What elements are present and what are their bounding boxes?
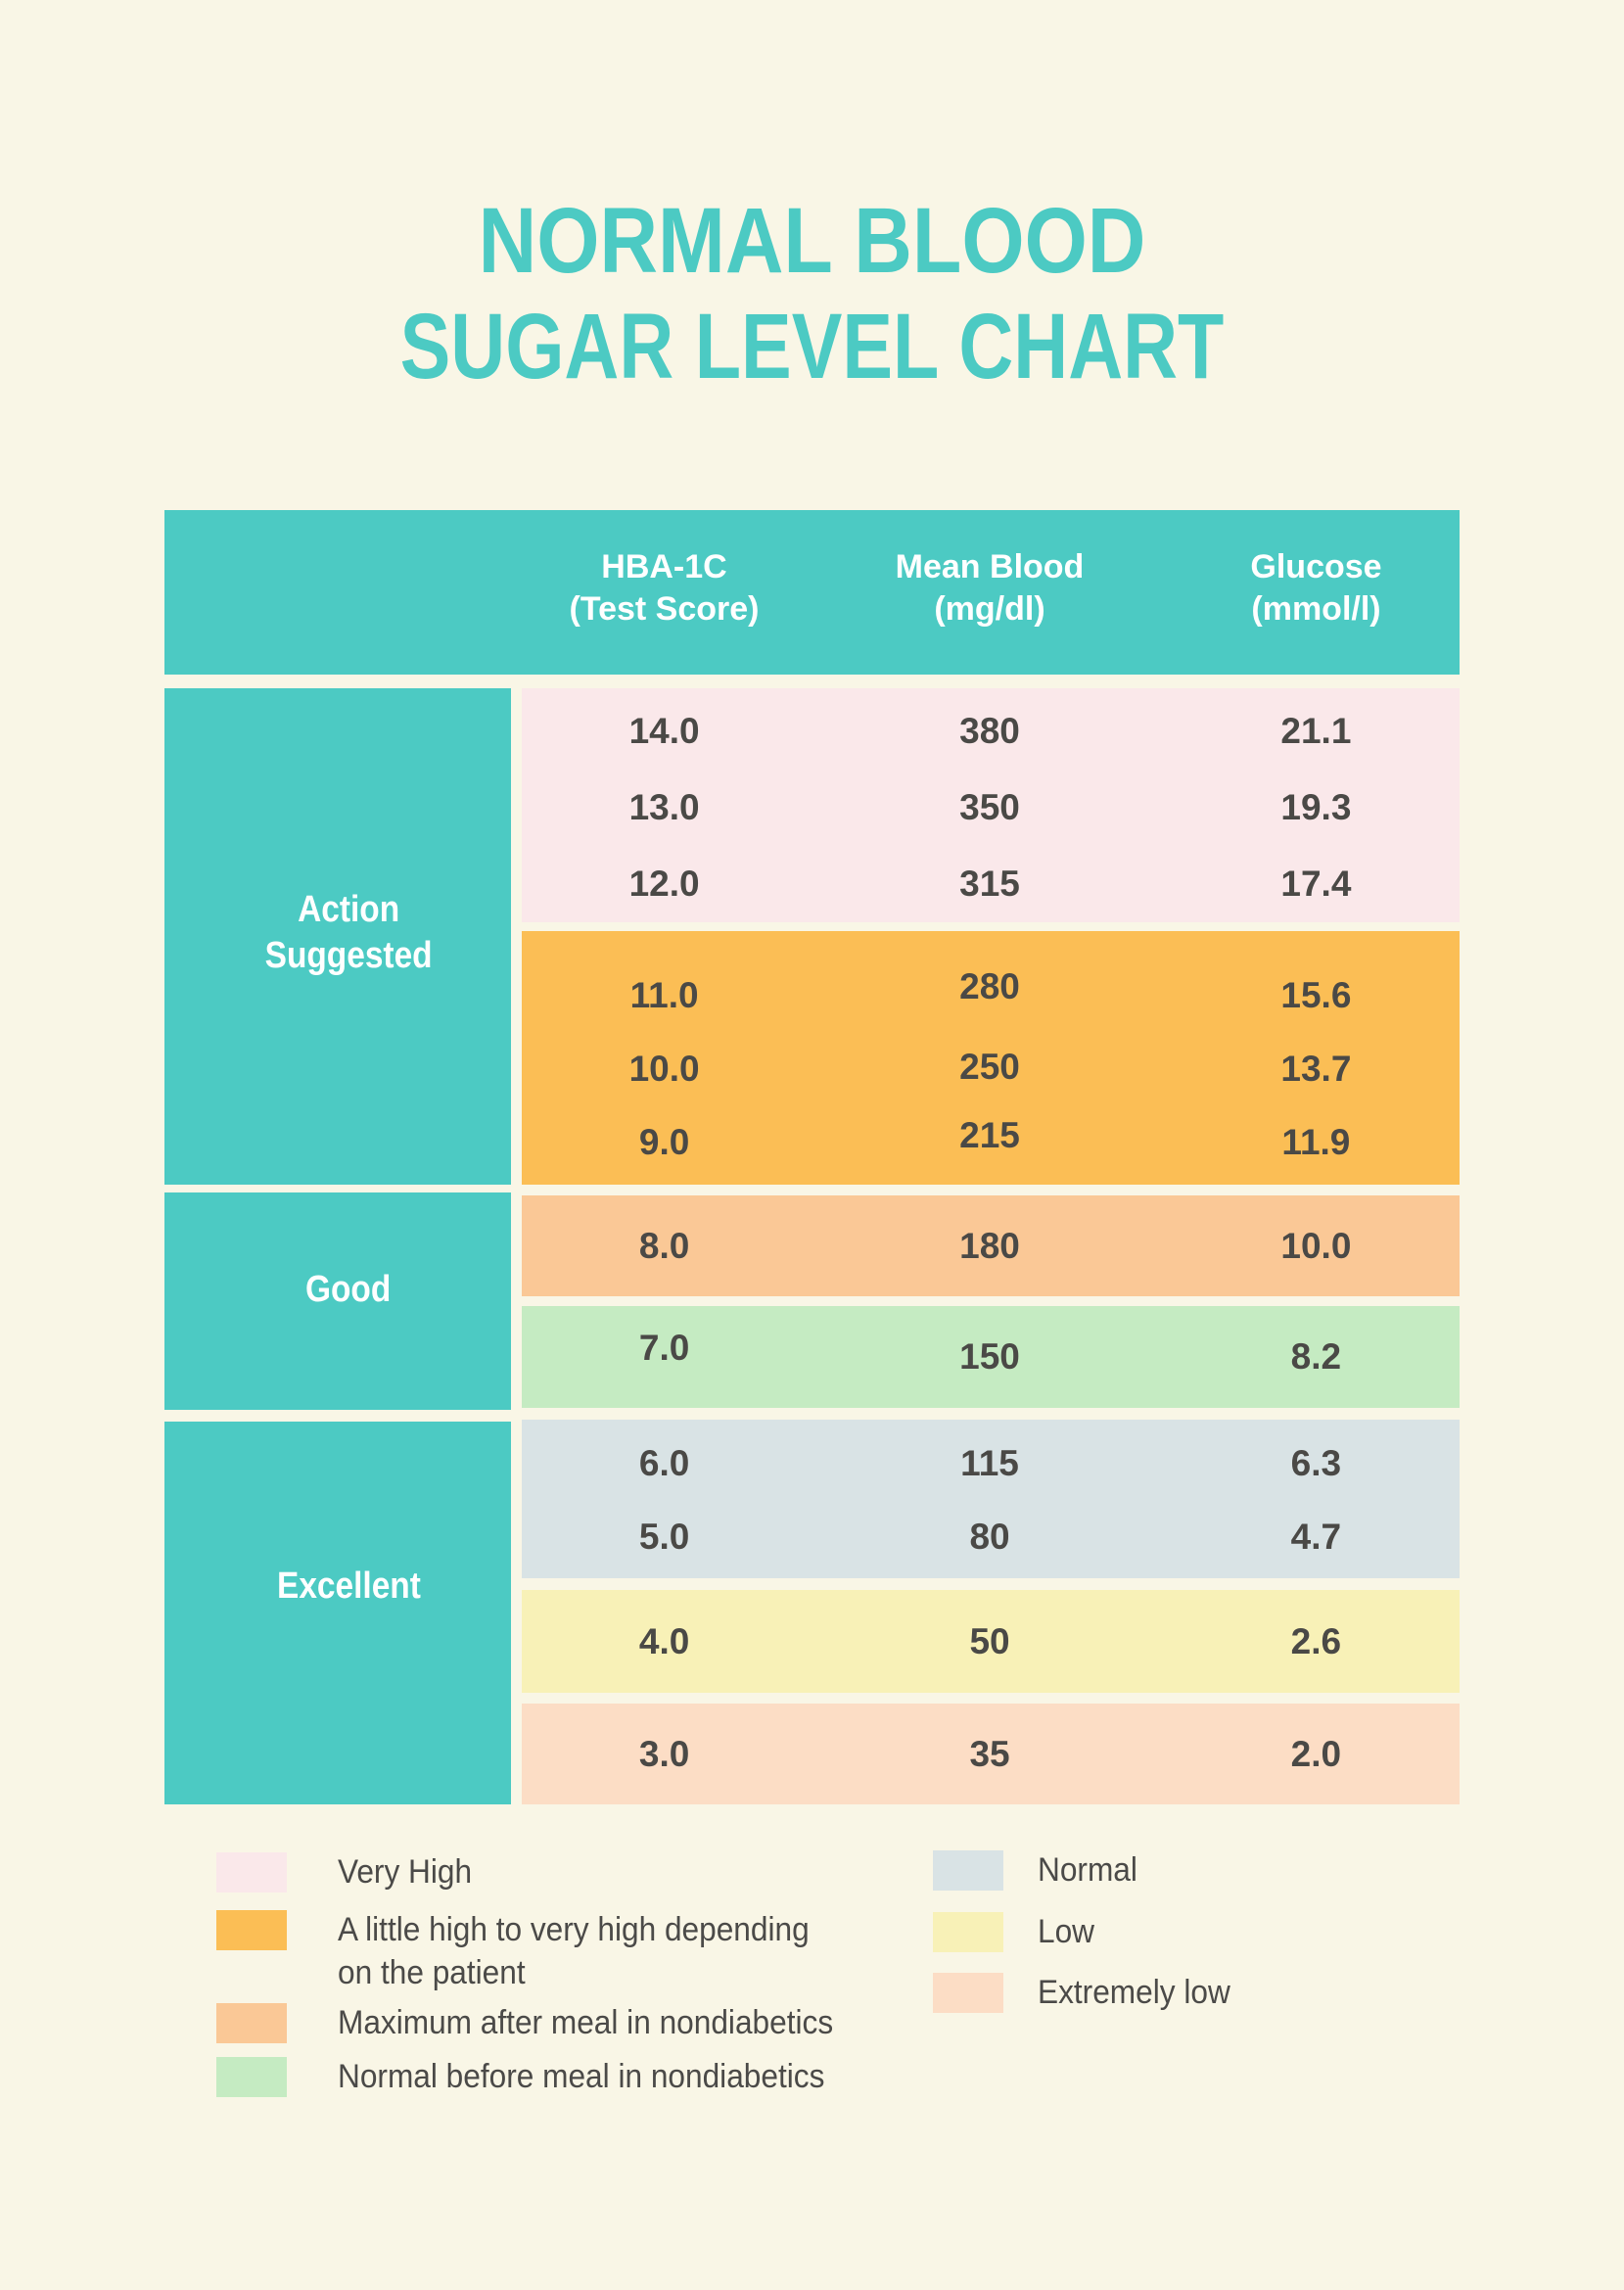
column-header-mean-blood-line1: Mean Blood	[895, 548, 1085, 585]
legend-label-little-high: A little high to very high depending on …	[338, 1911, 810, 1991]
block-extremely-low: 3.0 35 2.0	[522, 1704, 1460, 1804]
cell-mean-blood: 280	[959, 965, 1020, 1006]
cell-mean-blood: 215	[959, 1114, 1020, 1155]
cell-mean-blood: 315	[959, 864, 1020, 904]
table-row: 12.0 315 17.4	[522, 846, 1460, 922]
cell-hba1c: 14.0	[628, 711, 700, 751]
legend-item-normal-before-meal: Normal before meal in nondiabetics	[216, 2057, 861, 2098]
cell-glucose: 2.6	[1290, 1620, 1342, 1661]
cell-hba1c: 7.0	[638, 1328, 690, 1368]
cell-glucose: 10.0	[1280, 1225, 1352, 1266]
cell-mean-blood: 115	[960, 1442, 1019, 1483]
block-max-after-meal: 8.0 180 10.0	[522, 1195, 1460, 1296]
cell-glucose: 19.3	[1280, 787, 1352, 827]
column-header-hba1c-line1: HBA-1C	[601, 548, 727, 585]
category-good: Good	[164, 1192, 511, 1410]
cell-hba1c: 10.0	[628, 1048, 700, 1089]
legend-item-little-high: A little high to very high depending on …	[216, 1910, 886, 1994]
cell-mean-blood: 50	[969, 1620, 1010, 1661]
legend-label-very-high: Very High	[338, 1853, 473, 1891]
legend-label-normal-before-meal: Normal before meal in nondiabetics	[338, 2058, 825, 2095]
table-row: 6.0 115 6.3	[522, 1424, 1460, 1503]
block-normal: 6.0 115 6.3 5.0 80 4.7	[522, 1420, 1460, 1578]
legend-swatch-low	[933, 1912, 1003, 1952]
legend-swatch-extremely-low	[933, 1973, 1003, 2013]
legend-swatch-little-high	[216, 1910, 287, 1950]
cell-hba1c: 11.0	[629, 974, 699, 1015]
legend-item-very-high: Very High	[216, 1852, 482, 1893]
block-low: 4.0 50 2.6	[522, 1590, 1460, 1693]
cell-mean-blood: 35	[969, 1733, 1010, 1774]
cell-hba1c: 4.0	[638, 1620, 690, 1661]
cell-mean-blood: 180	[959, 1225, 1020, 1266]
column-header-hba1c-line2: (Test Score)	[569, 590, 760, 628]
table-header: HBA-1C (Test Score) Mean Blood (mg/dl) G…	[164, 510, 1460, 675]
legend-item-normal: Normal	[933, 1850, 1145, 1892]
cell-mean-blood: 380	[959, 711, 1020, 751]
block-little-high: 11.0 280 15.6 10.0 250 13.7 9.0 215 11.9	[522, 931, 1460, 1185]
cell-hba1c: 8.0	[638, 1225, 690, 1266]
table-row: 13.0 350 19.3	[522, 770, 1460, 846]
block-very-high: 14.0 380 21.1 13.0 350 19.3 12.0 315 17.…	[522, 688, 1460, 922]
legend-label-max-after-meal: Maximum after meal in nondiabetics	[338, 2004, 834, 2041]
legend-label-extremely-low: Extremely low	[1038, 1974, 1230, 2011]
table-row: 8.0 180 10.0	[522, 1195, 1460, 1296]
category-action-suggested-label: Action Suggested	[265, 887, 433, 979]
cell-glucose: 11.9	[1281, 1121, 1351, 1162]
category-excellent: Excellent	[164, 1422, 511, 1804]
table-row: 7.0 150 8.2	[522, 1306, 1460, 1408]
table-row: 10.0 250 13.7	[522, 1032, 1460, 1105]
cell-mean-blood: 250	[959, 1046, 1020, 1087]
column-header-glucose-line1: Glucose	[1250, 548, 1382, 585]
table-row: 11.0 280 15.6	[522, 958, 1460, 1032]
cell-mean-blood: 150	[959, 1336, 1020, 1377]
legend-swatch-normal	[933, 1850, 1003, 1891]
table-row: 3.0 35 2.0	[522, 1704, 1460, 1804]
legend-swatch-normal-before-meal	[216, 2057, 287, 2097]
column-header-glucose-line2: (mmol/l)	[1251, 590, 1381, 628]
cell-hba1c: 3.0	[638, 1733, 690, 1774]
cell-glucose: 4.7	[1290, 1516, 1342, 1557]
legend-item-max-after-meal: Maximum after meal in nondiabetics	[216, 2003, 870, 2044]
cell-hba1c: 5.0	[638, 1516, 690, 1557]
legend-item-low: Low	[933, 1912, 1098, 1953]
legend-label-low: Low	[1038, 1913, 1095, 1950]
category-action-suggested: Action Suggested	[164, 688, 511, 1185]
page-title-line2: SUGAR LEVEL CHART	[399, 295, 1225, 398]
cell-glucose: 15.6	[1280, 974, 1352, 1015]
cell-hba1c: 6.0	[638, 1442, 690, 1483]
cell-mean-blood: 80	[969, 1516, 1010, 1557]
cell-hba1c: 12.0	[628, 864, 700, 904]
category-action-suggested-line2: Suggested	[264, 934, 433, 976]
legend-swatch-max-after-meal	[216, 2003, 287, 2043]
block-normal-before-meal: 7.0 150 8.2	[522, 1306, 1460, 1408]
cell-hba1c: 13.0	[628, 787, 700, 827]
category-action-suggested-line1: Action	[297, 888, 400, 930]
legend-swatch-very-high	[216, 1852, 287, 1893]
category-excellent-label: Excellent	[276, 1566, 421, 1607]
cell-glucose: 13.7	[1280, 1048, 1352, 1089]
table-row: 9.0 215 11.9	[522, 1105, 1460, 1179]
table-row: 14.0 380 21.1	[522, 693, 1460, 770]
column-header-mean-blood: Mean Blood (mg/dl)	[807, 546, 1173, 631]
table-row: 4.0 50 2.6	[522, 1590, 1460, 1693]
cell-glucose: 17.4	[1280, 864, 1352, 904]
page-title: NORMAL BLOOD SUGAR LEVEL CHART	[0, 188, 1624, 399]
cell-mean-blood: 350	[959, 787, 1020, 827]
legend-label-normal: Normal	[1038, 1851, 1137, 1889]
cell-glucose: 6.3	[1290, 1442, 1342, 1483]
column-header-mean-blood-line2: (mg/dl)	[934, 590, 1045, 628]
cell-hba1c: 9.0	[638, 1121, 690, 1162]
column-header-hba1c: HBA-1C (Test Score)	[522, 546, 807, 631]
cell-glucose: 2.0	[1290, 1733, 1342, 1774]
cell-glucose: 21.1	[1280, 711, 1352, 751]
page-title-line1: NORMAL BLOOD	[478, 189, 1146, 293]
cell-glucose: 8.2	[1290, 1336, 1342, 1377]
table-row: 5.0 80 4.7	[522, 1497, 1460, 1576]
column-header-glucose: Glucose (mmol/l)	[1173, 546, 1460, 631]
category-good-label: Good	[305, 1268, 392, 1310]
legend-item-extremely-low: Extremely low	[933, 1973, 1245, 2014]
